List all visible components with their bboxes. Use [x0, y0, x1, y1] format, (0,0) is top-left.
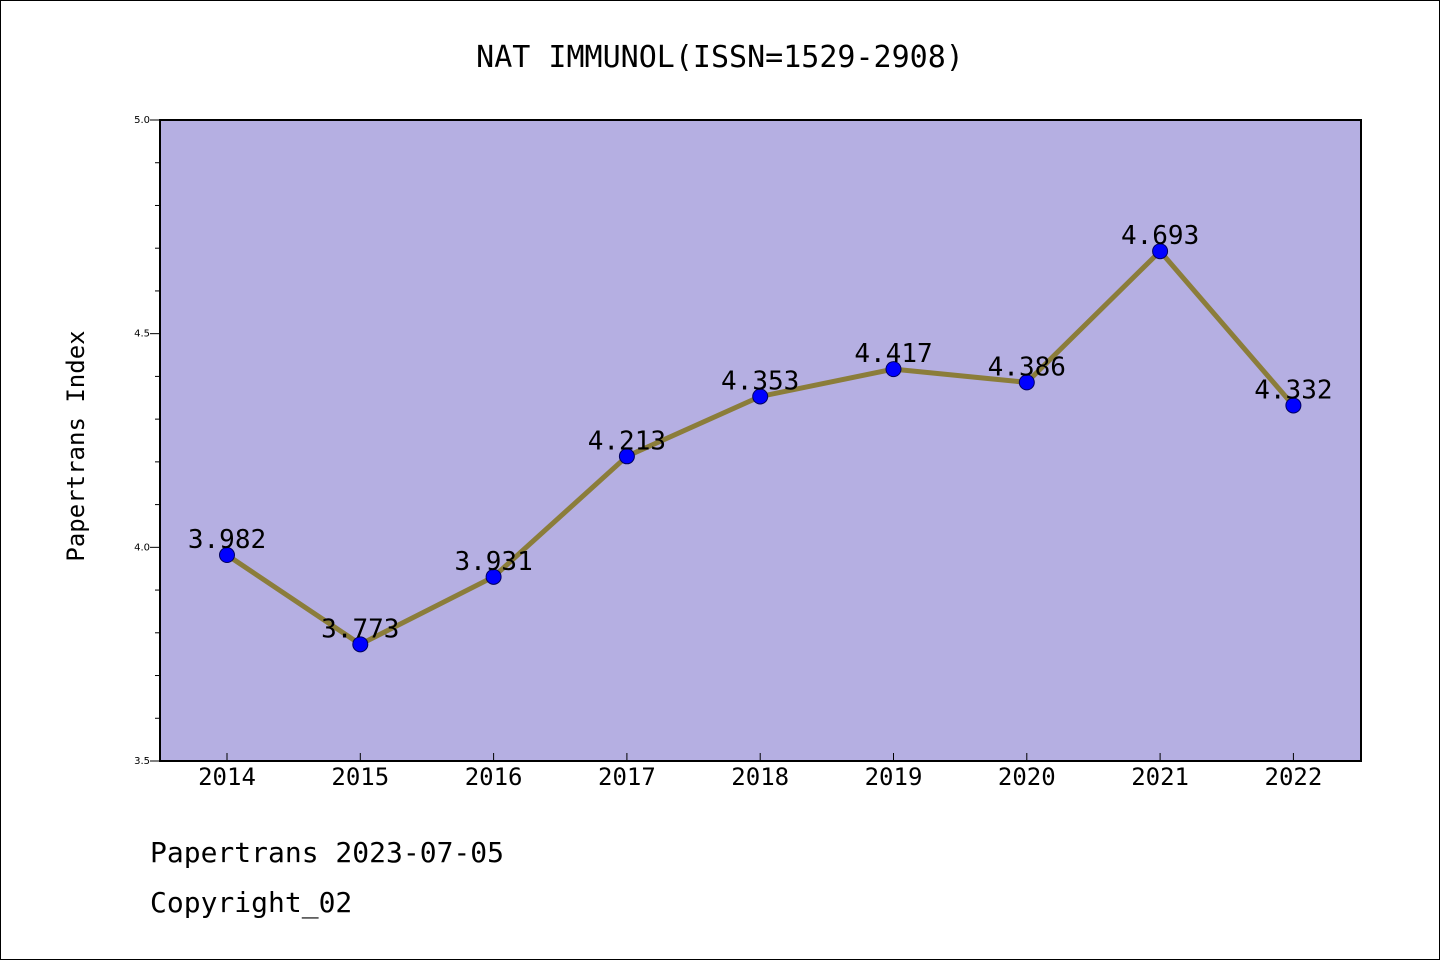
x-tick-label: 2018 — [731, 763, 789, 791]
y-tick-label: 4.0 — [134, 542, 150, 553]
x-tick-label: 2017 — [598, 763, 656, 791]
data-label: 3.931 — [454, 547, 532, 577]
data-point-marker — [752, 388, 769, 405]
y-tick-label: 5.0 — [134, 115, 150, 126]
data-label: 3.773 — [321, 614, 399, 644]
data-point-marker — [1152, 243, 1169, 260]
data-point-marker — [219, 547, 235, 564]
data-point-marker — [1285, 397, 1302, 414]
data-label: 4.417 — [854, 339, 932, 369]
data-point-marker — [352, 636, 369, 653]
x-tick-label: 2021 — [1131, 763, 1189, 791]
data-point-marker — [1018, 374, 1035, 391]
x-tick-label: 2020 — [998, 763, 1056, 791]
x-tick-label: 2015 — [331, 763, 389, 791]
x-tick-label: 2014 — [198, 763, 256, 791]
y-axis: 3.5 4.0 4.5 5.0 — [134, 115, 160, 767]
data-label: 4.693 — [1121, 221, 1199, 251]
marker-group — [219, 243, 1302, 653]
y-tick-label: 3.5 — [134, 756, 150, 767]
data-point-marker — [885, 361, 902, 378]
data-label: 4.353 — [721, 366, 799, 396]
data-point-marker — [618, 448, 635, 465]
y-axis-label: Papertrans Index — [62, 330, 90, 561]
x-tick-label: 2019 — [865, 763, 923, 791]
data-label: 4.332 — [1254, 375, 1332, 405]
x-tick-label: 2016 — [465, 763, 523, 791]
x-tick-label: 2022 — [1265, 763, 1323, 791]
footer-copyright: Copyright_02 — [150, 886, 353, 919]
y-tick-label: 4.5 — [134, 329, 150, 340]
data-label-group: 3.982 3.773 3.931 4.213 4.353 4.417 4.386 4.693… — [188, 221, 1333, 644]
footer-date: Papertrans 2023-07-05 — [150, 836, 505, 869]
data-point-marker — [485, 568, 502, 585]
chart-title: NAT IMMUNOL(ISSN=1529-2908) — [476, 40, 964, 75]
data-label: 4.213 — [588, 426, 666, 456]
data-label: 4.386 — [988, 352, 1066, 382]
data-label: 3.982 — [188, 525, 266, 555]
plot-area — [159, 119, 1362, 762]
x-axis: 2014 2015 2016 2017 2018 2019 2020 2021 2022 — [198, 753, 1322, 791]
